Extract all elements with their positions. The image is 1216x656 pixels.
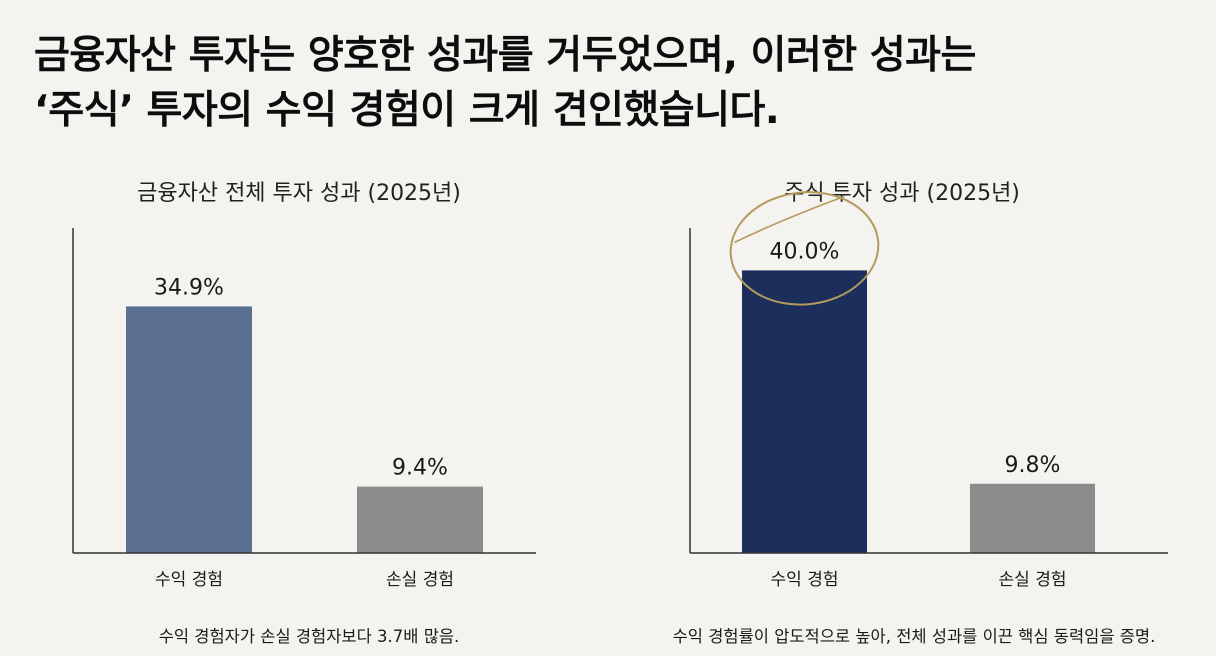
total-chart-note: 수익 경험자가 손실 경험자보다 3.7배 많음. (158, 627, 460, 646)
headline-line-1: 금융자산 투자는 양호한 성과를 거두었으며, 이러한 성과는 (34, 33, 976, 78)
page-headline: 금융자산 투자는 양호한 성과를 거두었으며, 이러한 성과는 ‘주식’ 투자의… (34, 28, 1184, 138)
category-label-profit: 수익 경험 (155, 570, 223, 590)
bar-value-label-profit: 34.9% (154, 275, 224, 300)
stock-investment-chart: 40.0% 수익 경험 9.8% 손실 경험 (689, 191, 1168, 590)
highlight-circle-stroke (734, 195, 845, 244)
category-label-loss: 손실 경험 (386, 570, 454, 590)
category-label-profit: 수익 경험 (771, 570, 839, 590)
bar-loss (970, 483, 1095, 553)
bar-value-label-loss: 9.4% (392, 456, 448, 481)
highlight-circle (729, 191, 880, 306)
bar-value-label-loss: 9.8% (1005, 453, 1061, 478)
bar-loss (357, 486, 483, 553)
total-chart-title: 금융자산 전체 투자 성과 (2025년) (137, 181, 461, 206)
bar-value-label-profit: 40.0% (770, 239, 840, 264)
bar-profit (126, 306, 252, 553)
bar-profit (742, 270, 867, 553)
headline-line-2: ‘주식’ 투자의 수익 경험이 크게 견인했습니다. (34, 88, 780, 133)
total-investment-panel: 금융자산 전체 투자 성과 (2025년) 34.9% 수익 경험 9.4% 손실 경… (0, 165, 608, 655)
stock-chart-note: 수익 경험률이 압도적으로 높아, 전체 성과를 이끈 핵심 동력임을 증명. (672, 627, 1156, 646)
category-label-loss: 손실 경험 (999, 570, 1067, 590)
stock-investment-panel: 주식 투자 성과 (2025년) 40.0% 수익 경험 9.8% 손실 경험 수익 … (608, 165, 1216, 655)
total-investment-chart: 34.9% 수익 경험 9.4% 손실 경험 (72, 228, 536, 590)
